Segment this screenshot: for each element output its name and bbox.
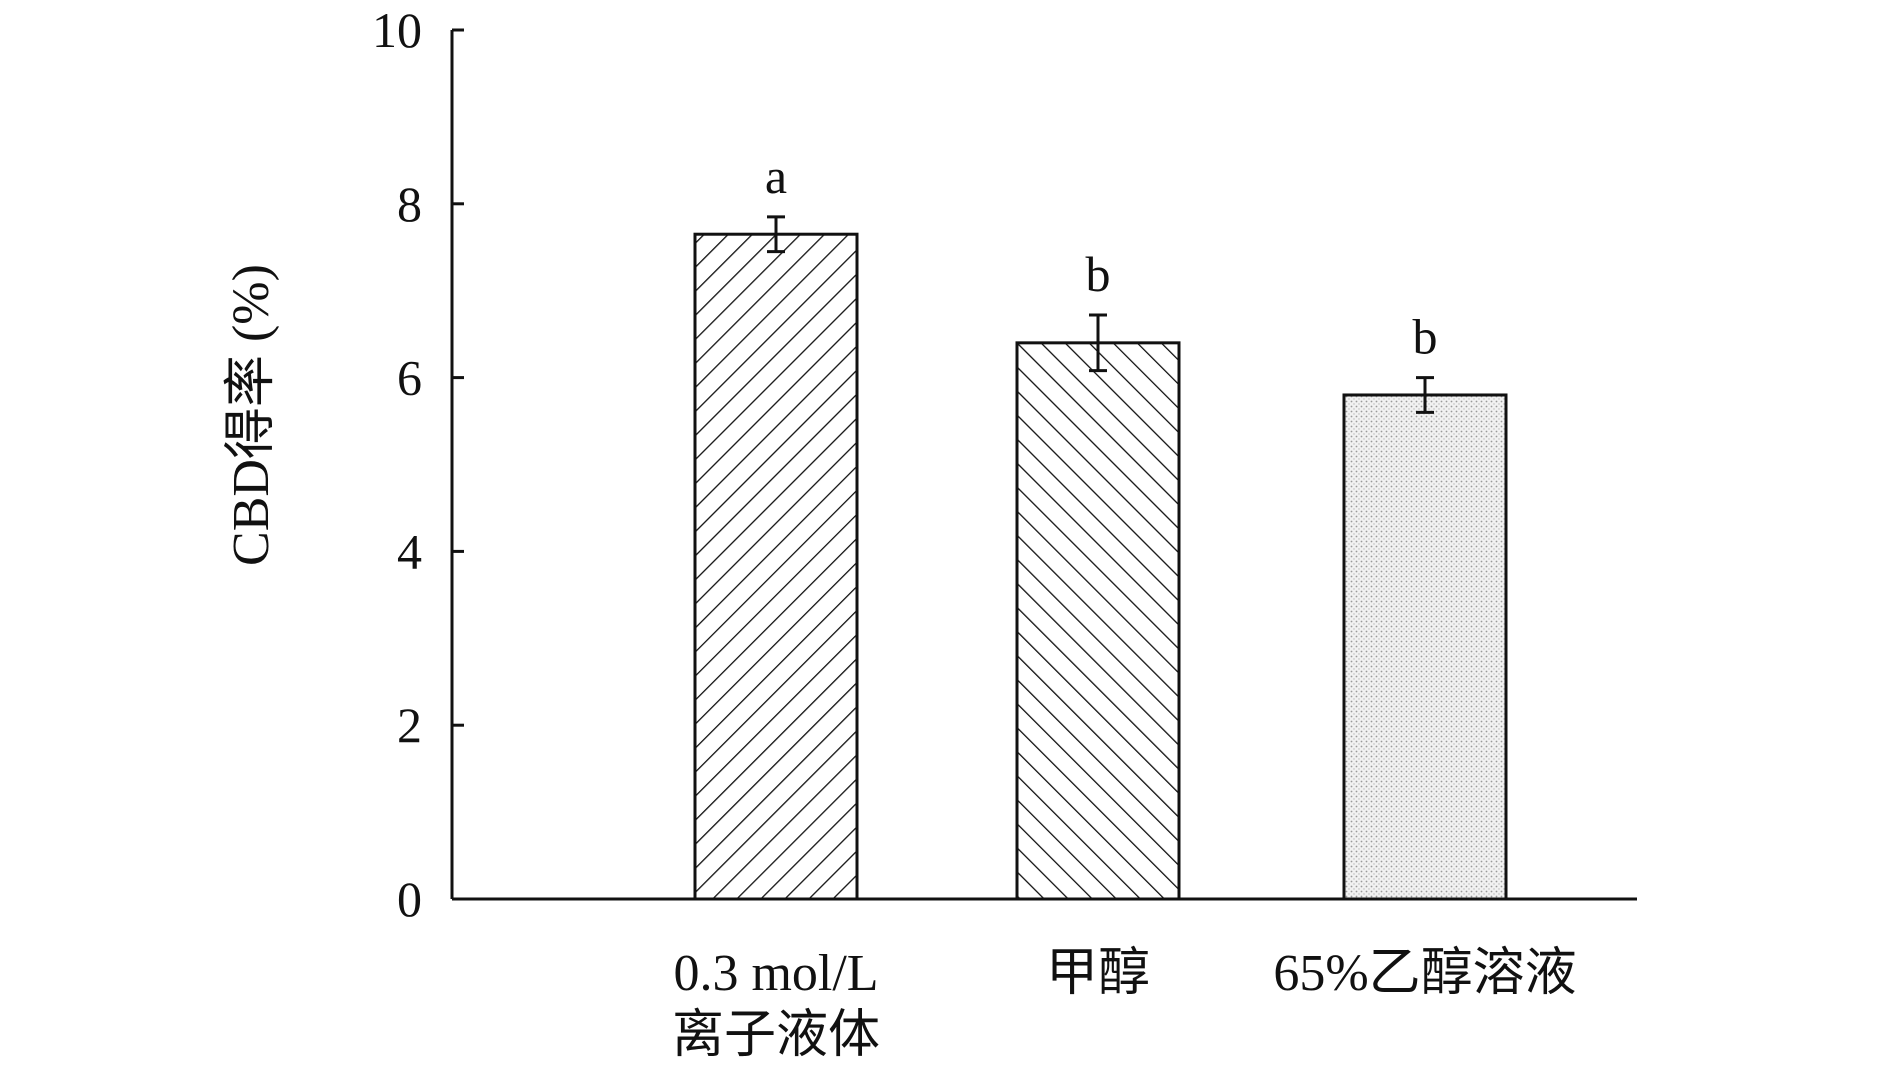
y-ticks-layer: 0 2 4 6 8 10 xyxy=(372,2,464,927)
y-tick-label: 0 xyxy=(397,871,422,927)
bar xyxy=(1342,393,1508,901)
bar xyxy=(1015,341,1181,901)
error-bars-layer xyxy=(767,215,1434,414)
y-tick-label: 8 xyxy=(397,176,422,232)
bars-layer xyxy=(693,232,1508,901)
y-tick-label: 6 xyxy=(397,350,422,406)
x-tick-label: 65%乙醇溶液 xyxy=(1273,945,1576,1002)
y-axis-label: CBD得率 (%) xyxy=(223,264,280,566)
y-tick-label: 4 xyxy=(397,523,422,579)
significance-label: b xyxy=(1413,309,1438,365)
significance-label: b xyxy=(1086,246,1111,302)
significance-label: a xyxy=(765,148,787,204)
x-tick-label: 0.3 mol/L xyxy=(673,945,878,1002)
significance-labels-layer: a b b xyxy=(765,148,1438,365)
bar xyxy=(693,232,859,901)
y-tick-label: 10 xyxy=(372,2,422,58)
x-tick-label: 甲醇 xyxy=(1046,945,1150,1002)
x-tick-label: 离子液体 xyxy=(672,1007,880,1064)
y-tick-label: 2 xyxy=(397,697,422,753)
